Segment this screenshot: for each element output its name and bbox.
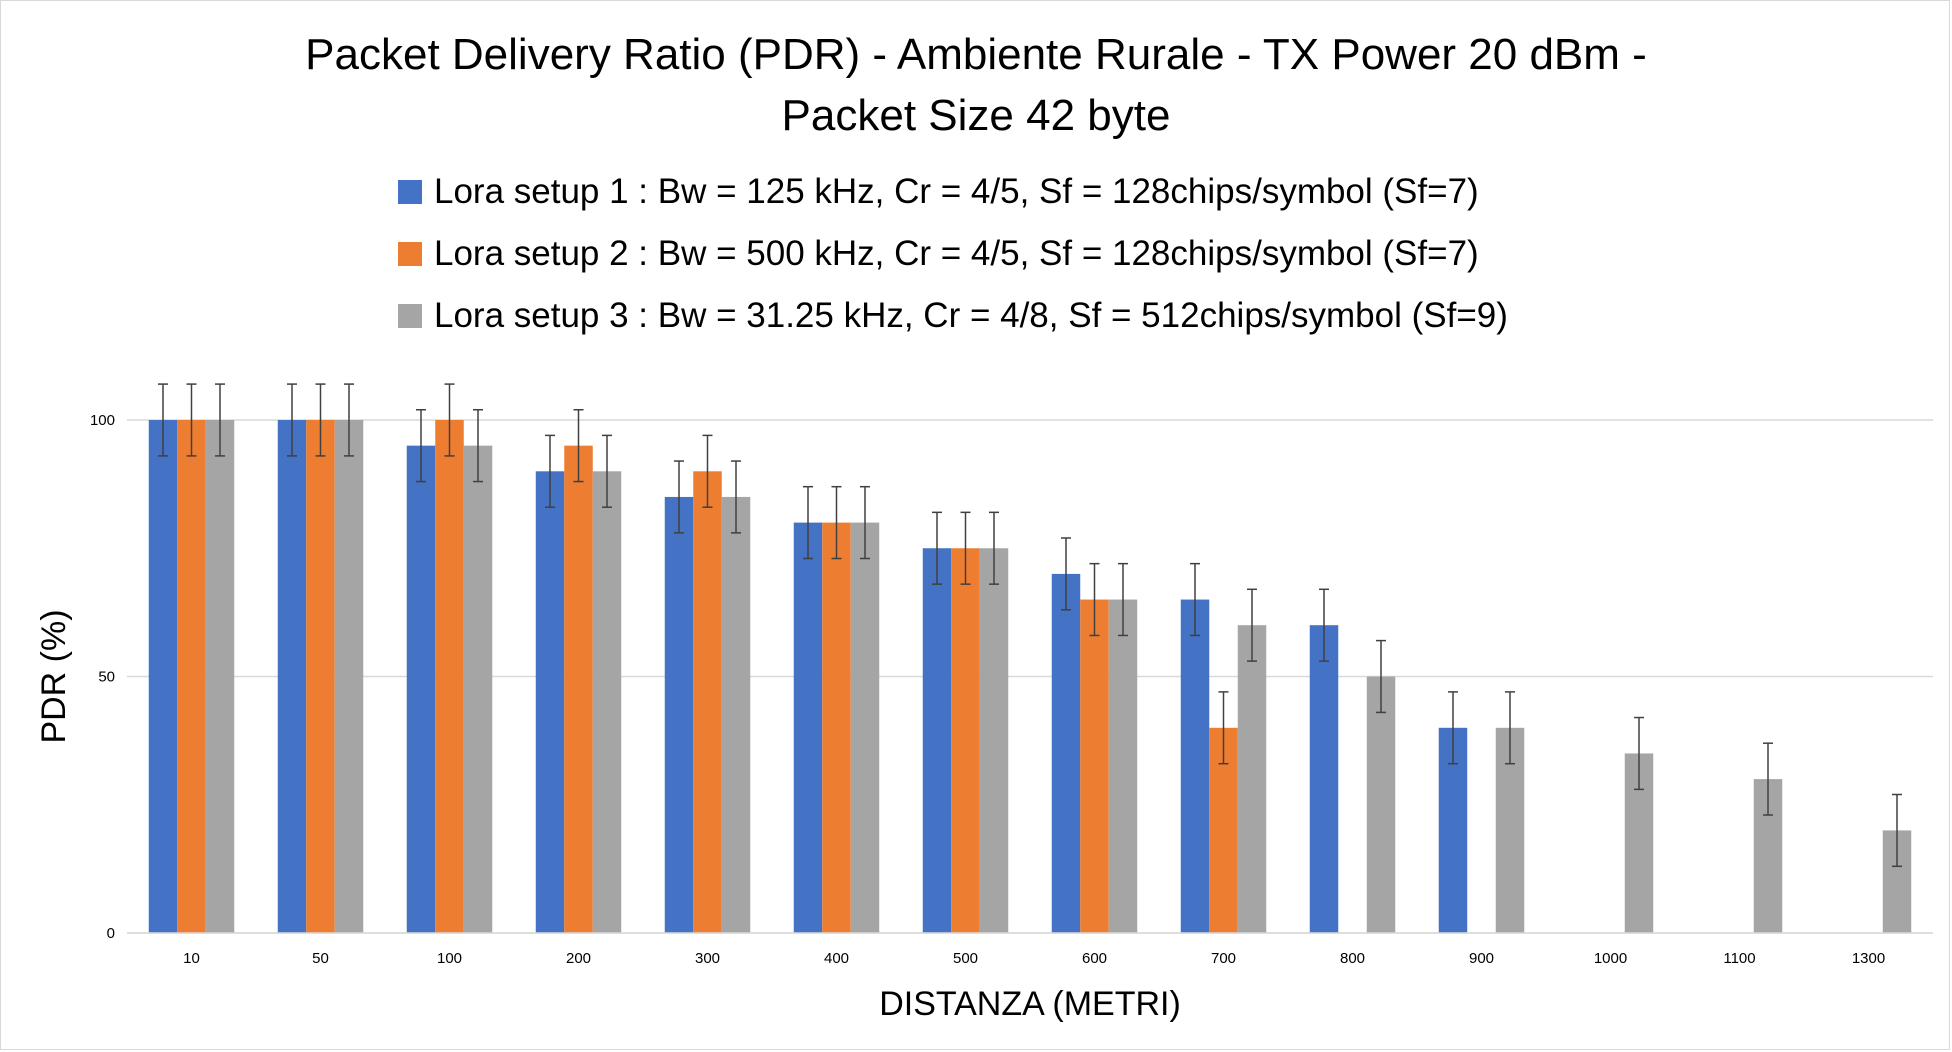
legend-label-setup-1: Lora setup 1 : Bw = 125 kHz, Cr = 4/5, S… [434, 172, 1479, 211]
chart-title-line-1: Packet Delivery Ratio (PDR) - Ambiente R… [305, 30, 1647, 79]
x-tick-label: 10 [183, 950, 200, 967]
legend-item-setup-3: Lora setup 3 : Bw = 31.25 kHz, Cr = 4/8,… [398, 295, 1508, 337]
x-tick-label: 900 [1469, 950, 1494, 967]
x-tick-label: 200 [566, 950, 591, 967]
bar-series-1-10 [148, 420, 178, 933]
bar-series-1-100 [406, 445, 436, 933]
bar-series-3-300 [721, 496, 751, 933]
y-tick-label: 0 [107, 925, 115, 942]
bar-series-1-300 [664, 496, 694, 933]
bar-series-3-600 [1108, 599, 1138, 933]
x-tick-label: 800 [1340, 950, 1365, 967]
x-tick-label: 300 [695, 950, 720, 967]
bar-series-3-50 [334, 420, 364, 933]
bar-series-2-50 [306, 420, 335, 933]
legend-swatch-setup-3 [398, 304, 422, 328]
legend-swatch-setup-1 [398, 180, 422, 204]
legend-label-setup-3: Lora setup 3 : Bw = 31.25 kHz, Cr = 4/8,… [434, 296, 1508, 335]
x-axis-title: DISTANZA (METRI) [879, 985, 1181, 1023]
x-tick-label: 600 [1082, 950, 1107, 967]
bar-series-2-200 [564, 445, 593, 933]
legend-item-setup-1: Lora setup 1 : Bw = 125 kHz, Cr = 4/5, S… [398, 171, 1479, 213]
bar-series-3-500 [979, 548, 1009, 933]
bar-series-2-400 [822, 522, 851, 933]
chart-title-line-2: Packet Size 42 byte [781, 91, 1171, 140]
bar-series-3-800 [1366, 676, 1396, 933]
x-tick-label: 1100 [1723, 950, 1755, 967]
x-tick-label: 1300 [1852, 950, 1885, 967]
bar-series-3-700 [1237, 625, 1267, 933]
x-tick-label: 1000 [1594, 950, 1627, 967]
x-tick-label: 50 [312, 950, 329, 967]
bar-series-2-300 [693, 471, 722, 933]
legend-swatch-setup-2 [398, 242, 422, 266]
y-tick-label: 100 [90, 412, 115, 429]
x-tick-label: 500 [953, 950, 978, 967]
x-tick-label: 700 [1211, 950, 1236, 967]
bar-series-3-200 [592, 471, 622, 933]
y-axis-title: PDR (%) [35, 609, 73, 743]
bar-series-2-600 [1080, 599, 1109, 933]
bar-series-3-100 [463, 445, 493, 933]
bar-series-3-400 [850, 522, 880, 933]
bar-series-1-400 [793, 522, 823, 933]
bar-series-1-200 [535, 471, 565, 933]
bar-series-1-500 [922, 548, 952, 933]
bar-series-2-10 [177, 420, 206, 933]
x-tick-label: 400 [824, 950, 849, 967]
bar-series-1-800 [1309, 625, 1339, 933]
x-tick-label: 100 [437, 950, 462, 967]
bar-series-2-100 [435, 420, 464, 933]
y-tick-label: 50 [98, 669, 115, 686]
bar-series-2-500 [951, 548, 980, 933]
bar-series-1-50 [277, 420, 307, 933]
legend-item-setup-2: Lora setup 2 : Bw = 500 kHz, Cr = 4/5, S… [398, 233, 1479, 275]
bar-series-1-600 [1051, 573, 1081, 933]
bar-series-1-700 [1180, 599, 1210, 933]
legend-label-setup-2: Lora setup 2 : Bw = 500 kHz, Cr = 4/5, S… [434, 234, 1479, 273]
bar-series-3-10 [205, 420, 235, 933]
